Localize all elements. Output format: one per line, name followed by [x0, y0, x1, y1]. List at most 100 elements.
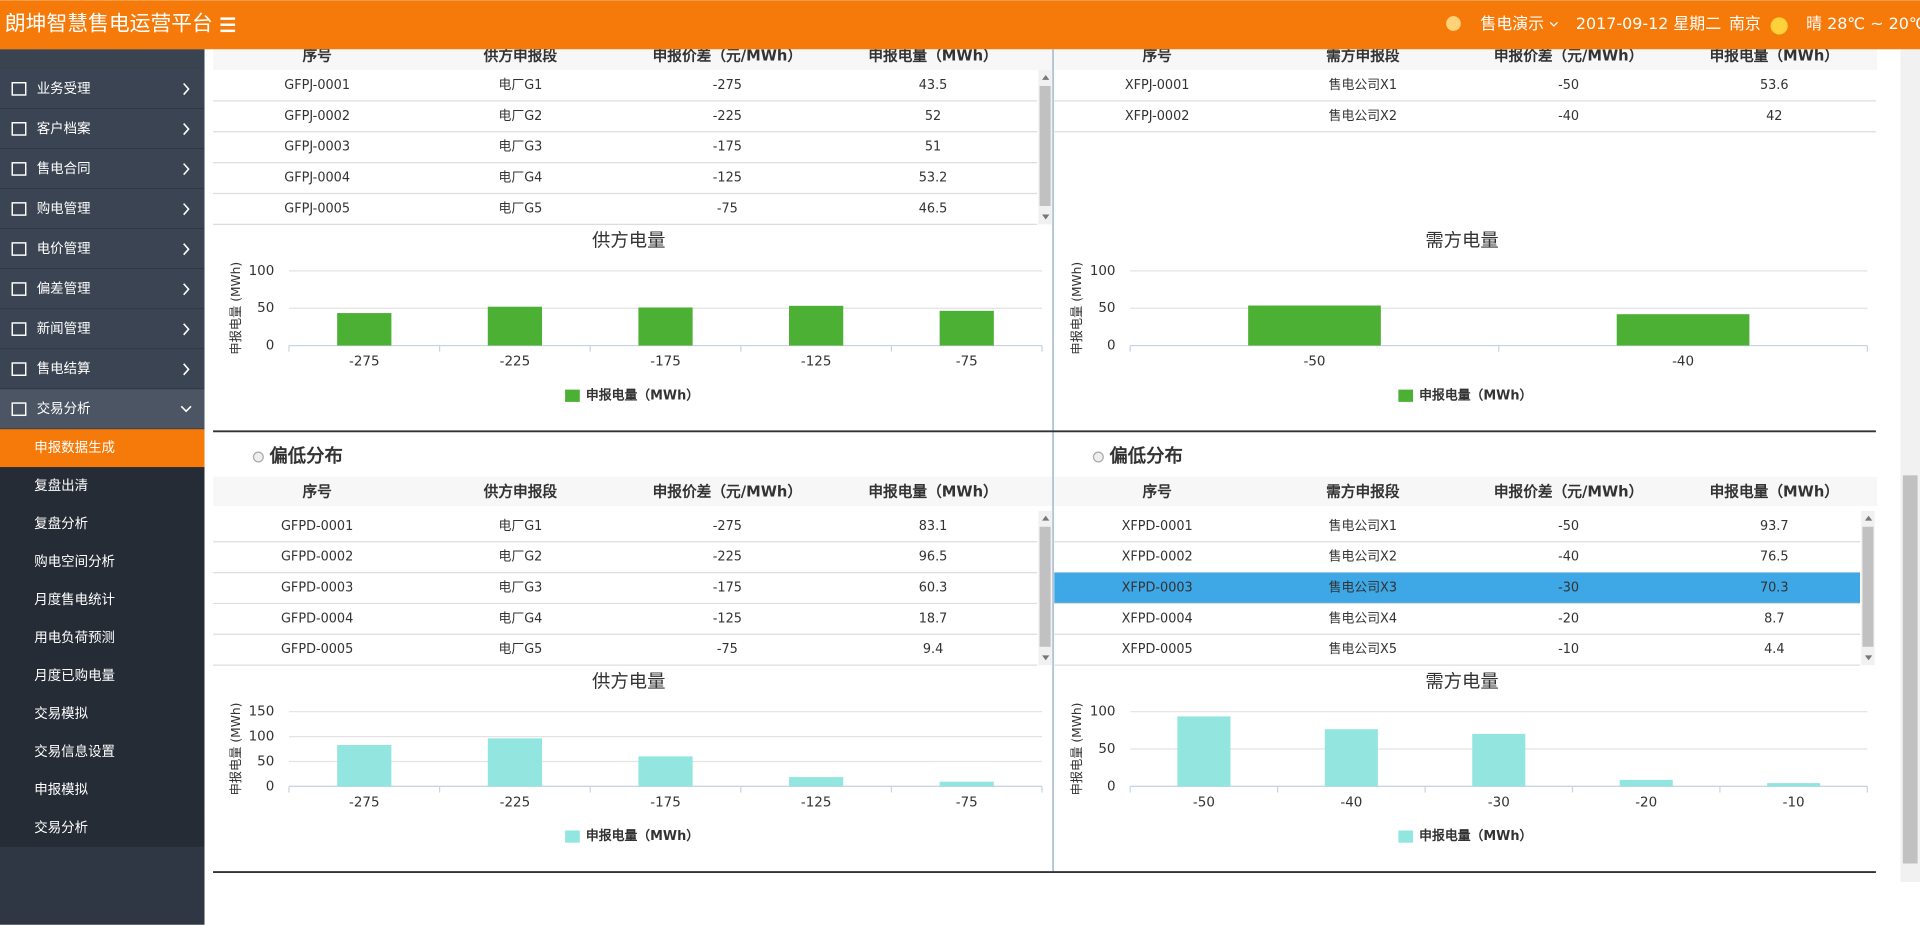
column-header: 申报价差（元/MWh） — [1494, 483, 1643, 501]
table-row[interactable]: XFPD-0003 售电公司X3 -30 70.3 — [1054, 572, 1860, 605]
bar[interactable] — [337, 313, 392, 346]
table-row[interactable]: GFPJ-0004 电厂G4 -125 53.2 — [213, 171, 1038, 195]
table-row[interactable]: GFPD-0005 电厂G5 -75 9.4 — [213, 642, 1038, 666]
submenu-item[interactable]: 用电负荷预测 — [0, 618, 205, 657]
table-row[interactable]: XFPD-0004 售电公司X4 -20 8.7 — [1054, 610, 1860, 635]
bar[interactable] — [1177, 716, 1231, 787]
legend-swatch[interactable] — [1398, 389, 1414, 402]
menu-item[interactable]: 新闻管理 — [0, 309, 205, 350]
panel: 序号 需方申报段 申报价差（元/MWh） 申报电量（MWh） XFPJ-0001 售电公司… — [1054, 40, 1878, 403]
submenu-label: 月度售电统计 — [34, 592, 115, 608]
menu-item[interactable]: 偏差管理 — [0, 269, 205, 310]
table-cell: GFPD-0003 — [281, 581, 353, 596]
menu-item[interactable]: 售电结算 — [0, 349, 205, 390]
table-row[interactable]: GFPD-0001 电厂G1 -275 83.1 — [213, 519, 1038, 543]
table-row[interactable]: XFPJ-0001 售电公司X1 -50 53.6 — [1054, 77, 1876, 102]
submenu-item[interactable]: 复盘分析 — [0, 505, 205, 544]
column-header: 申报价差（元/MWh） — [1494, 47, 1643, 65]
submenu-item[interactable]: 申报模拟 — [0, 770, 205, 809]
bar[interactable] — [1619, 779, 1673, 787]
table-scroll-thumb[interactable] — [1039, 526, 1051, 647]
table-row[interactable]: GFPD-0003 电厂G3 -175 60.3 — [213, 581, 1038, 605]
bar[interactable] — [1248, 305, 1381, 346]
bar[interactable] — [487, 738, 543, 787]
table-scroll-thumb[interactable] — [1039, 85, 1051, 206]
legend-swatch[interactable] — [565, 830, 580, 843]
table-row[interactable]: XFPD-0001 售电公司X1 -50 93.7 — [1054, 518, 1860, 543]
x-tick-label: -225 — [500, 354, 531, 369]
radio[interactable] — [252, 451, 264, 463]
submenu-bg — [0, 429, 205, 468]
menu-toggle[interactable] — [220, 17, 236, 33]
section-title: 偏低分布 — [1109, 445, 1182, 467]
submenu-item[interactable]: 月度售电统计 — [0, 581, 205, 619]
submenu-item[interactable]: 申报数据生成 — [0, 429, 205, 468]
menu-chevron — [183, 363, 190, 376]
table-row[interactable]: GFPJ-0001 电厂G1 -275 43.5 — [213, 78, 1038, 102]
legend-swatch[interactable] — [565, 389, 580, 402]
table-row[interactable]: GFPJ-0002 电厂G2 -225 52 — [213, 109, 1038, 133]
y-tick-label: 0 — [1107, 339, 1116, 354]
menu-item[interactable]: 业务受理 — [0, 68, 205, 110]
scroll-down[interactable] — [1042, 214, 1050, 220]
x-tick-label: -20 — [1635, 795, 1657, 810]
menu-item[interactable]: 交易分析 — [0, 389, 205, 430]
column-header: 序号 — [302, 47, 331, 65]
table-row[interactable]: GFPD-0004 电厂G4 -125 18.7 — [213, 611, 1038, 635]
table-cell: -50 — [1558, 78, 1579, 93]
y-tick-label: 0 — [266, 779, 275, 794]
radio[interactable] — [1092, 451, 1104, 463]
table-row[interactable]: XFPD-0005 售电公司X5 -10 4.4 — [1054, 641, 1860, 666]
scroll-up[interactable] — [1042, 74, 1050, 80]
bar[interactable] — [789, 777, 844, 787]
table-cell: 53.6 — [1760, 78, 1789, 93]
table-row[interactable]: XFPJ-0002 售电公司X2 -40 42 — [1054, 108, 1876, 133]
table-row[interactable]: GFPJ-0005 电厂G5 -75 46.5 — [213, 201, 1038, 225]
table-cell: 51 — [925, 140, 941, 155]
bar[interactable] — [1324, 729, 1378, 787]
column-header: 供方申报段 — [483, 483, 558, 501]
scroll-up[interactable] — [1042, 515, 1050, 521]
menu-item[interactable]: 客户档案 — [0, 108, 205, 150]
table-scroll-thumb[interactable] — [1862, 526, 1874, 647]
bar[interactable] — [638, 756, 693, 787]
bar[interactable] — [1767, 783, 1821, 787]
page-scroll-thumb[interactable] — [1902, 475, 1918, 864]
bar[interactable] — [638, 307, 693, 346]
menu-item[interactable]: 售电合同 — [0, 148, 205, 190]
table-row[interactable]: XFPD-0002 售电公司X2 -40 76.5 — [1054, 549, 1860, 574]
scroll-down[interactable] — [1042, 655, 1050, 661]
table-cell: -10 — [1558, 642, 1579, 657]
scroll-down[interactable] — [1864, 655, 1873, 661]
submenu-item[interactable]: 购电空间分析 — [0, 543, 205, 582]
menu-item[interactable]: 电价管理 — [0, 228, 205, 270]
table-cell: GFPJ-0001 — [284, 78, 350, 93]
bar[interactable] — [487, 306, 543, 346]
bar[interactable] — [1616, 314, 1750, 346]
legend-label[interactable]: 申报电量（MWh） — [1419, 387, 1532, 403]
legend-label[interactable]: 申报电量（MWh） — [586, 387, 699, 403]
table-cell: -125 — [713, 611, 742, 626]
y-axis-label: 申报电量 (MWh) — [228, 703, 243, 796]
submenu-item[interactable]: 复盘出清 — [0, 467, 205, 506]
legend-label[interactable]: 申报电量（MWh） — [1419, 828, 1532, 844]
table-row[interactable]: GFPJ-0003 电厂G3 -175 51 — [213, 140, 1038, 164]
bar[interactable] — [939, 781, 994, 787]
menu-item[interactable]: 购电管理 — [0, 188, 205, 230]
submenu-item[interactable]: 交易模拟 — [0, 694, 205, 733]
legend-swatch[interactable] — [1398, 830, 1414, 843]
table-cell: GFPJ-0004 — [284, 171, 350, 186]
legend-label[interactable]: 申报电量（MWh） — [586, 828, 699, 844]
weather-icon — [1770, 17, 1788, 35]
submenu-item[interactable]: 交易信息设置 — [0, 732, 205, 771]
bar[interactable] — [337, 744, 392, 787]
user-name[interactable]: 售电演示 — [1480, 14, 1544, 33]
scroll-up[interactable] — [1864, 515, 1873, 521]
bar[interactable] — [789, 305, 844, 346]
submenu-item[interactable]: 交易分析 — [0, 808, 205, 847]
bar[interactable] — [1472, 733, 1526, 787]
submenu-item[interactable]: 月度已购电量 — [0, 656, 205, 695]
bar[interactable] — [939, 310, 994, 346]
table-row[interactable]: GFPD-0002 电厂G2 -225 96.5 — [213, 550, 1038, 574]
